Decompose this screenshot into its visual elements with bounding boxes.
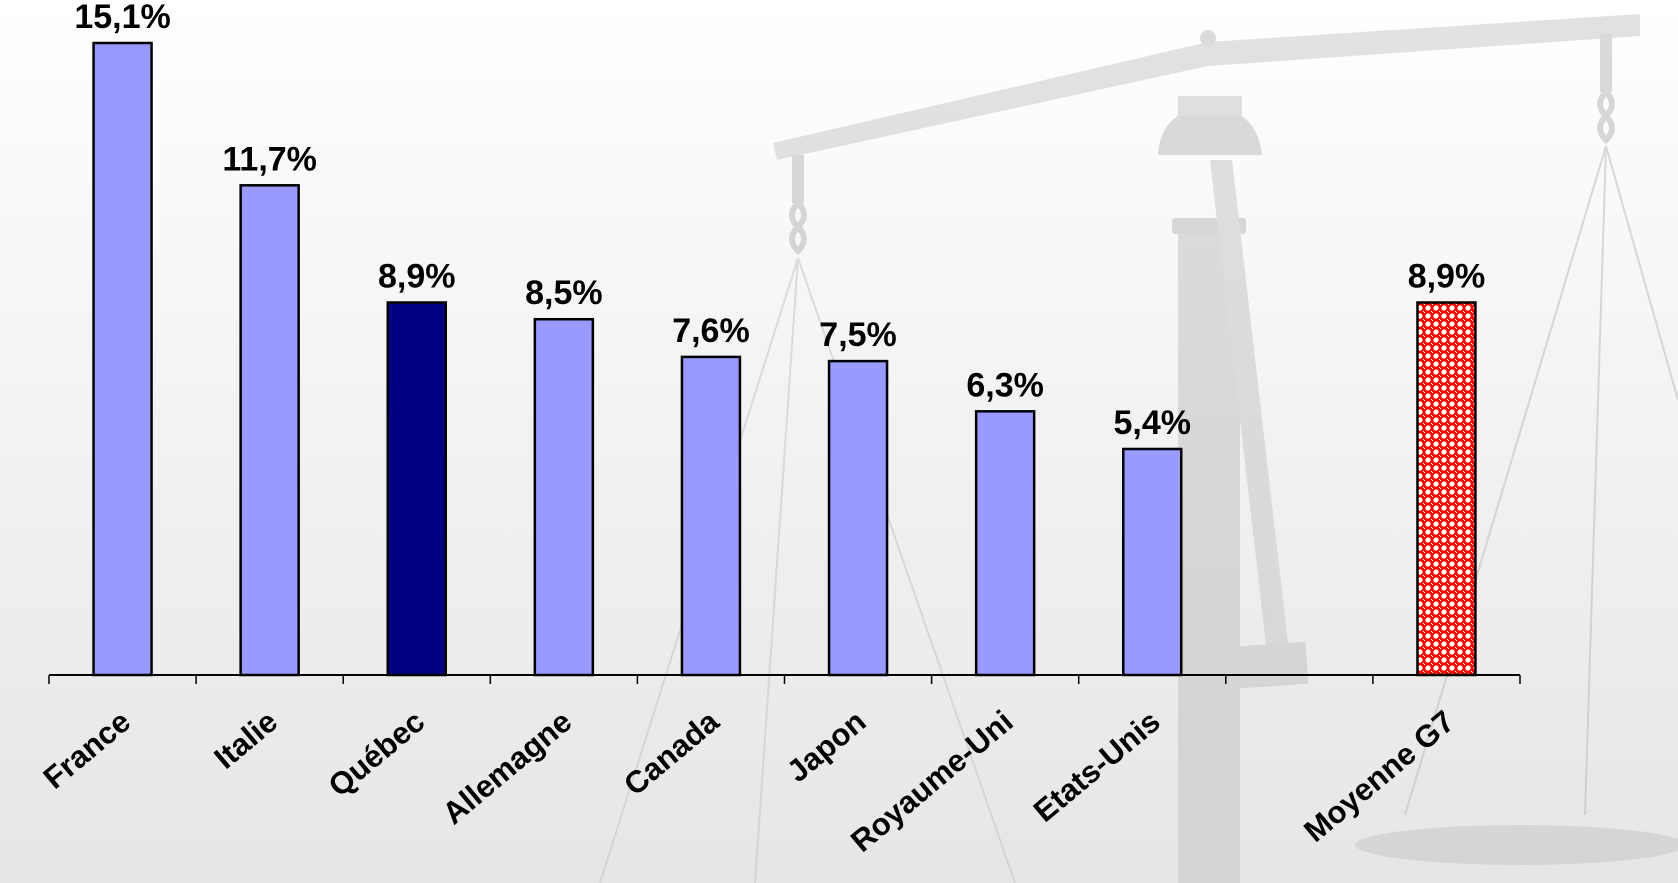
x-axis-ticks [48,675,1521,684]
category-label: Japon [780,704,872,789]
category-label: Québec [322,704,432,804]
value-label: 11,7% [222,140,317,178]
bar-italie [239,184,300,677]
bar-japon [827,359,889,677]
category-label: Royaume-Uni [844,704,1020,859]
category-label: Allemagne [436,704,579,832]
bar-moyenne-g7 [1416,301,1477,677]
scale-of-justice-icon [599,14,1678,883]
category-label: Etats-Unis [1027,704,1167,829]
bar-canada [680,355,742,677]
value-label: 7,5% [819,316,897,354]
bar-allemagne [533,317,595,677]
value-label: 5,4% [1114,404,1192,442]
value-label: 7,6% [672,312,750,350]
bar-etats-unis [1122,447,1183,677]
category-labels: France Italie Québec Allemagne Canada JaponRo… [37,703,1461,859]
value-label: 8,5% [525,274,603,312]
category-label: Moyenne G7 [1297,704,1461,849]
bar-royaume-uni [974,410,1036,677]
value-labels: 15,1% 11,7% 8,9% 8,5% 7,6% 7,5% 6,3% 5,4% 8,9% [74,0,1485,442]
value-label: 8,9% [378,257,456,295]
category-label: Italie [208,704,285,776]
value-label: 8,9% [1408,257,1486,295]
value-label: 15,1% [74,0,170,36]
value-label: 6,3% [966,366,1044,404]
category-label: Canada [617,703,726,802]
category-label: France [37,704,137,796]
bar-qu-bec [386,301,447,677]
bar-france [92,41,153,677]
bar-series [92,41,1477,677]
